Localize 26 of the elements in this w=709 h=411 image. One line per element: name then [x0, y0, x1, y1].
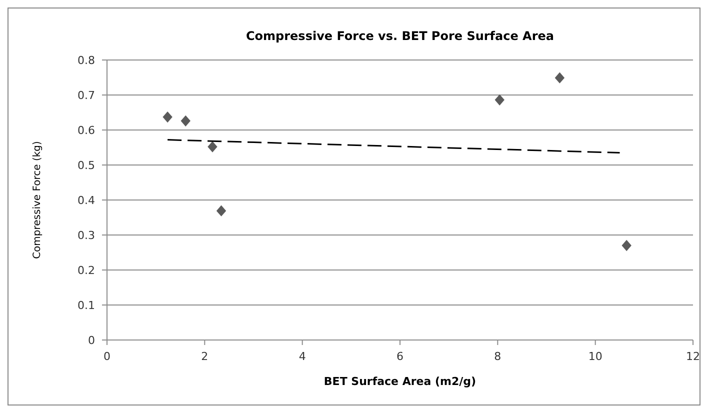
y-tick-label: 0.3	[78, 228, 95, 242]
y-axis-title: Compressive Force (kg)	[32, 140, 43, 259]
y-tick-label: 0.7	[78, 88, 95, 102]
point	[622, 240, 632, 252]
chart-title: Compressive Force vs. BET Pore Surface Area	[246, 29, 554, 43]
point	[494, 94, 504, 106]
y-tick-label: 0.1	[78, 298, 95, 312]
y-tick-label: 0.4	[78, 194, 95, 207]
point	[208, 141, 218, 152]
x-tick-label: 12	[686, 350, 700, 363]
y-tick-label: 0	[88, 334, 95, 347]
point	[180, 115, 190, 126]
x-tick-label: 2	[201, 350, 208, 363]
point	[162, 111, 172, 123]
x-axis-title: BET Surface Area (m2/g)	[324, 375, 476, 388]
x-tick-label: 8	[494, 350, 502, 363]
y-tick-label: 0.8	[78, 54, 95, 67]
y-tick-label: 0.6	[78, 124, 95, 137]
x-tick-label: 6	[396, 350, 404, 363]
y-tick-label: 0.5	[78, 158, 95, 172]
point	[216, 205, 226, 216]
point	[554, 72, 565, 84]
y-tick-label: 0.2	[78, 264, 95, 277]
x-tick-label: 10	[588, 350, 602, 363]
x-tick-label: 0	[104, 350, 110, 363]
x-tick-label: 4	[298, 350, 306, 363]
